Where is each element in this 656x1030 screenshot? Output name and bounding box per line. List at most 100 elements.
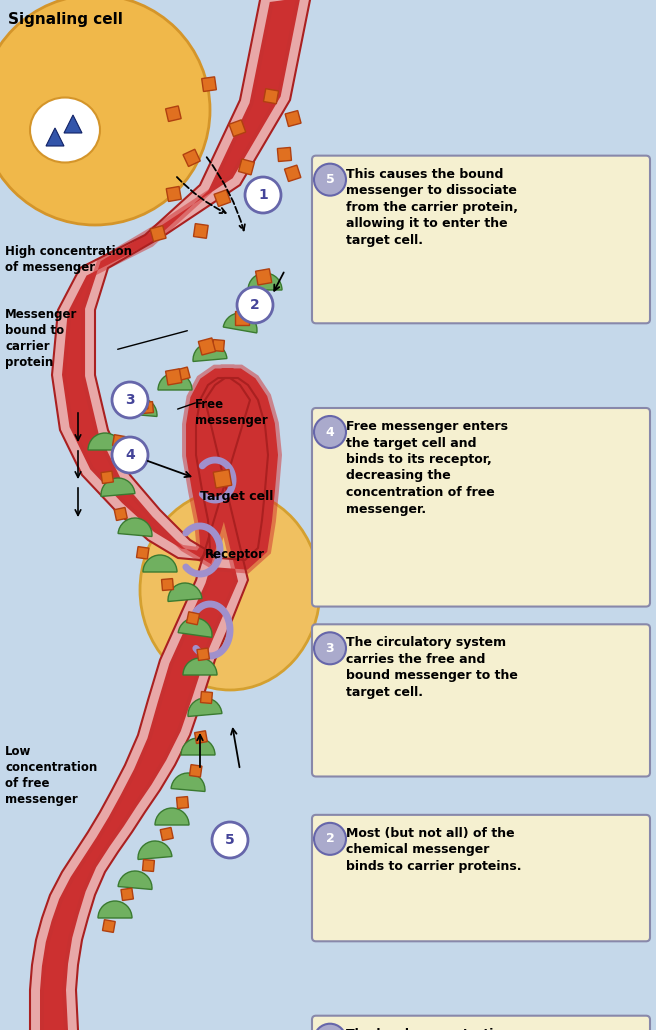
Wedge shape bbox=[168, 583, 202, 602]
Wedge shape bbox=[138, 842, 172, 859]
Bar bbox=[190, 764, 202, 777]
Wedge shape bbox=[248, 273, 282, 290]
Wedge shape bbox=[118, 871, 152, 890]
Bar bbox=[285, 165, 301, 181]
Bar bbox=[142, 402, 154, 413]
Bar bbox=[114, 508, 127, 520]
Ellipse shape bbox=[30, 98, 100, 163]
Polygon shape bbox=[40, 0, 300, 1030]
Bar bbox=[285, 110, 301, 127]
Polygon shape bbox=[30, 0, 310, 1030]
Bar bbox=[165, 106, 181, 122]
Wedge shape bbox=[158, 373, 192, 390]
Bar bbox=[165, 369, 182, 385]
Wedge shape bbox=[101, 478, 135, 496]
Wedge shape bbox=[118, 518, 152, 537]
Circle shape bbox=[314, 632, 346, 664]
Circle shape bbox=[112, 437, 148, 473]
Bar bbox=[121, 888, 133, 900]
Wedge shape bbox=[123, 398, 157, 416]
Bar bbox=[186, 612, 199, 625]
Ellipse shape bbox=[0, 0, 210, 225]
Circle shape bbox=[245, 177, 281, 213]
Text: The circulatory system
carries the free and
bound messenger to the
target cell.: The circulatory system carries the free … bbox=[346, 637, 518, 698]
FancyBboxPatch shape bbox=[312, 156, 650, 323]
Wedge shape bbox=[223, 313, 257, 333]
Bar bbox=[201, 691, 213, 703]
Bar bbox=[256, 269, 272, 285]
Polygon shape bbox=[64, 115, 82, 133]
Text: 3: 3 bbox=[325, 642, 335, 655]
Wedge shape bbox=[98, 901, 132, 918]
Text: Most (but not all) of the
chemical messenger
binds to carrier proteins.: Most (but not all) of the chemical messe… bbox=[346, 827, 522, 872]
FancyBboxPatch shape bbox=[312, 408, 650, 607]
FancyBboxPatch shape bbox=[312, 1016, 650, 1030]
Bar bbox=[112, 435, 125, 447]
Bar bbox=[201, 77, 216, 92]
Bar bbox=[160, 827, 173, 840]
Bar bbox=[198, 338, 215, 355]
Circle shape bbox=[212, 822, 248, 858]
Circle shape bbox=[314, 416, 346, 448]
Bar bbox=[133, 394, 148, 410]
Text: The local concentration
of messenger is high
near the signaling cell.: The local concentration of messenger is … bbox=[346, 1028, 511, 1030]
Bar bbox=[241, 303, 253, 315]
Polygon shape bbox=[44, 0, 297, 1030]
Text: Signaling cell: Signaling cell bbox=[8, 12, 123, 27]
Text: 5: 5 bbox=[325, 173, 335, 186]
Wedge shape bbox=[181, 739, 215, 755]
Wedge shape bbox=[178, 618, 212, 638]
Text: 5: 5 bbox=[225, 833, 235, 847]
Bar bbox=[150, 226, 166, 241]
Text: Target cell: Target cell bbox=[200, 490, 274, 503]
Bar bbox=[229, 119, 246, 137]
Text: 2: 2 bbox=[250, 298, 260, 312]
Circle shape bbox=[314, 823, 346, 855]
Wedge shape bbox=[183, 658, 217, 675]
Bar bbox=[235, 311, 249, 325]
Text: Free messenger enters
the target cell and
binds to its receptor,
decreasing the
: Free messenger enters the target cell an… bbox=[346, 420, 508, 515]
Polygon shape bbox=[46, 128, 64, 146]
Text: 4: 4 bbox=[325, 425, 335, 439]
Bar bbox=[195, 730, 207, 744]
Wedge shape bbox=[88, 433, 122, 450]
Wedge shape bbox=[188, 698, 222, 717]
Bar bbox=[136, 547, 149, 559]
Bar bbox=[183, 149, 200, 167]
Bar bbox=[213, 470, 232, 488]
Bar bbox=[176, 367, 190, 380]
Bar bbox=[264, 89, 279, 104]
Wedge shape bbox=[171, 772, 205, 791]
Bar bbox=[277, 147, 291, 162]
Bar bbox=[166, 186, 181, 202]
Bar bbox=[102, 920, 115, 932]
Text: Receptor: Receptor bbox=[205, 548, 265, 561]
FancyBboxPatch shape bbox=[312, 624, 650, 777]
Text: 1: 1 bbox=[258, 188, 268, 202]
Bar bbox=[194, 224, 208, 238]
Bar bbox=[214, 190, 231, 206]
Text: Messenger
bound to
carrier
protein: Messenger bound to carrier protein bbox=[5, 308, 77, 369]
Bar bbox=[239, 159, 255, 175]
Text: Free
messenger: Free messenger bbox=[195, 398, 268, 427]
Wedge shape bbox=[143, 555, 177, 572]
Circle shape bbox=[112, 382, 148, 418]
Bar bbox=[101, 471, 113, 483]
Bar bbox=[176, 796, 188, 809]
Text: 2: 2 bbox=[325, 832, 335, 846]
Wedge shape bbox=[155, 808, 189, 825]
Bar bbox=[213, 340, 224, 351]
Circle shape bbox=[314, 164, 346, 196]
Text: 4: 4 bbox=[125, 448, 135, 462]
Circle shape bbox=[237, 287, 273, 323]
Text: Low
concentration
of free
messenger: Low concentration of free messenger bbox=[5, 745, 97, 806]
Circle shape bbox=[314, 1024, 346, 1030]
Wedge shape bbox=[193, 343, 227, 362]
Bar bbox=[197, 648, 209, 660]
Ellipse shape bbox=[140, 490, 320, 690]
Bar bbox=[161, 579, 173, 590]
Text: This causes the bound
messenger to dissociate
from the carrier protein,
allowing: This causes the bound messenger to disso… bbox=[346, 168, 518, 246]
Bar bbox=[142, 860, 154, 871]
Text: 3: 3 bbox=[125, 393, 135, 407]
FancyBboxPatch shape bbox=[312, 815, 650, 941]
